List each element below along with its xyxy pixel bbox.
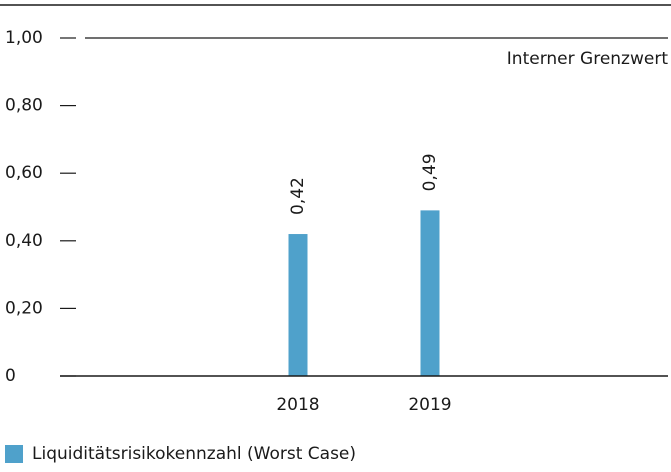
y-tick-label: 0,60	[5, 163, 43, 183]
x-tick-label: 2018	[276, 395, 319, 415]
y-tick-label: 0	[5, 366, 16, 386]
value-label: 0,42	[288, 177, 308, 215]
x-tick-label: 2019	[408, 395, 451, 415]
reference-label: Interner Grenzwert	[507, 49, 669, 69]
legend-swatch	[5, 445, 23, 463]
y-tick-label: 0,80	[5, 96, 43, 116]
y-tick-label: 0,40	[5, 231, 43, 251]
bar	[288, 234, 308, 376]
y-tick-label: 1,00	[5, 28, 43, 48]
bar	[420, 210, 440, 376]
y-tick-label: 0,20	[5, 298, 43, 318]
legend-label: Liquiditätsrisikokennzahl (Worst Case)	[32, 444, 356, 464]
value-label: 0,49	[420, 153, 440, 191]
